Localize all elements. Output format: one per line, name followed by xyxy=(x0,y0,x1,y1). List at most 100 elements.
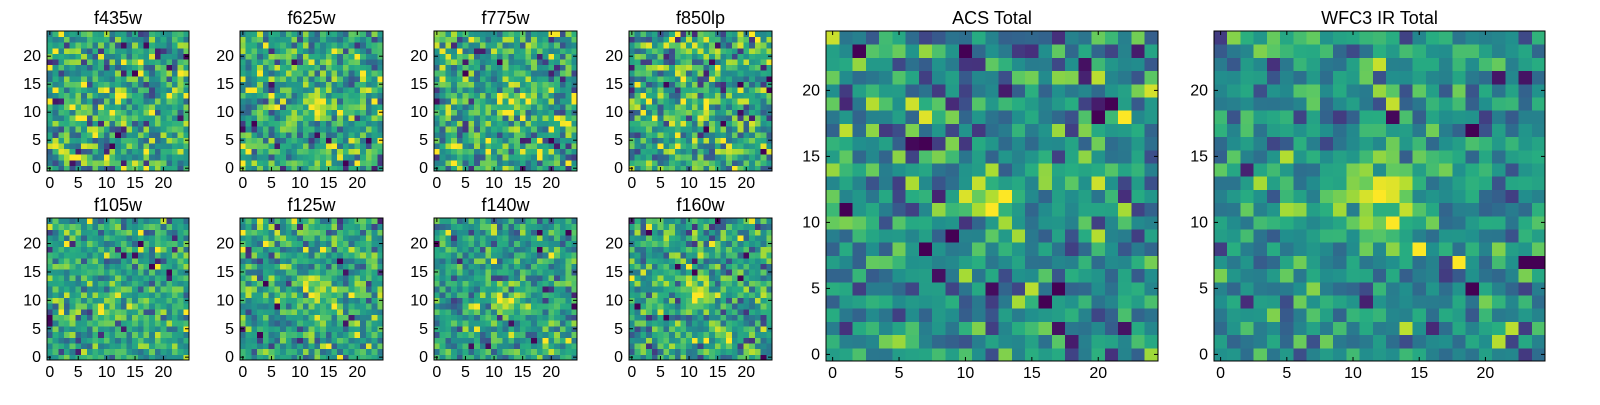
heatmap-cell xyxy=(732,65,738,71)
heatmap-cell xyxy=(297,93,303,99)
heatmap-cell xyxy=(548,320,554,326)
heatmap-cell xyxy=(172,42,178,48)
heatmap-cell xyxy=(251,303,257,309)
heatmap-cell xyxy=(98,93,104,99)
heatmap-cell xyxy=(360,149,366,155)
heatmap-cell xyxy=(104,48,110,54)
heatmap-cell xyxy=(246,149,252,155)
heatmap-cell xyxy=(468,343,474,349)
heatmap-cell xyxy=(47,42,53,48)
heatmap-cell xyxy=(286,241,292,247)
heatmap-cell xyxy=(445,37,451,43)
heatmap-cell xyxy=(58,48,64,54)
heatmap-cell xyxy=(320,126,326,132)
heatmap-cell xyxy=(115,263,121,269)
heatmap-cell xyxy=(703,93,709,99)
heatmap-cell xyxy=(715,126,721,132)
heatmap-cell xyxy=(87,292,93,298)
heatmap-cell xyxy=(497,31,503,37)
heatmap-cell xyxy=(732,154,738,160)
heatmap-cell xyxy=(87,37,93,43)
heatmap-cell xyxy=(349,298,355,304)
heatmap-cell xyxy=(491,126,497,132)
heatmap-cell xyxy=(257,286,263,292)
heatmap-cell xyxy=(531,292,537,298)
heatmap-cell xyxy=(1145,335,1159,349)
heatmap-cell xyxy=(1118,137,1132,151)
heatmap-cell xyxy=(1078,163,1092,177)
heatmap-cell xyxy=(999,44,1013,58)
heatmap-cell xyxy=(451,320,457,326)
heatmap-cell xyxy=(652,137,658,143)
heatmap-cell xyxy=(879,229,893,243)
heatmap-cell xyxy=(349,59,355,65)
heatmap-cell xyxy=(246,241,252,247)
heatmap-cell xyxy=(726,42,732,48)
heatmap-cell xyxy=(853,176,867,190)
heatmap-cell xyxy=(127,81,133,87)
heatmap-cell xyxy=(246,65,252,71)
heatmap-cell xyxy=(320,258,326,264)
heatmap-cell xyxy=(675,76,681,82)
heatmap-cell xyxy=(972,308,986,322)
heatmap-cell xyxy=(445,275,451,281)
heatmap-cell xyxy=(972,321,986,335)
heatmap-cell xyxy=(360,126,366,132)
heatmap-cell xyxy=(548,286,554,292)
heatmap-cell xyxy=(64,280,70,286)
heatmap-cell xyxy=(1131,189,1145,203)
heatmap-cell xyxy=(839,84,853,98)
heatmap-cell xyxy=(149,269,155,275)
heatmap-cell xyxy=(480,320,486,326)
heatmap-cell xyxy=(537,320,543,326)
heatmap-cell xyxy=(692,81,698,87)
heatmap-cell xyxy=(1078,282,1092,296)
heatmap-cell xyxy=(658,109,664,115)
heatmap-cell xyxy=(514,98,520,104)
heatmap-cell xyxy=(251,48,257,54)
heatmap-cell xyxy=(115,315,121,321)
heatmap-cell xyxy=(932,123,946,137)
heatmap-cell xyxy=(161,143,167,149)
heatmap-cell xyxy=(257,154,263,160)
heatmap-cell xyxy=(721,42,727,48)
heatmap-cell xyxy=(566,121,572,127)
heatmap-cell xyxy=(1065,295,1079,309)
heatmap-cell xyxy=(92,143,98,149)
heatmap-cell xyxy=(1065,242,1079,256)
heatmap-cell xyxy=(349,332,355,338)
heatmap-cell xyxy=(640,143,646,149)
heatmap-cell xyxy=(121,269,127,275)
heatmap-cell xyxy=(972,269,986,283)
heatmap-cell xyxy=(1012,150,1026,164)
heatmap-cell xyxy=(1078,216,1092,230)
heatmap-cell xyxy=(155,149,161,155)
heatmap-cell xyxy=(999,110,1013,124)
heatmap-cell xyxy=(303,258,309,264)
heatmap-cell xyxy=(127,115,133,121)
heatmap-cell xyxy=(468,298,474,304)
heatmap-cell xyxy=(508,349,514,355)
heatmap-cell xyxy=(946,216,960,230)
heatmap-cell xyxy=(166,229,172,235)
heatmap-cell xyxy=(274,48,280,54)
heatmap-cell xyxy=(537,275,543,281)
heatmap-cell xyxy=(53,275,59,281)
heatmap-cell xyxy=(652,109,658,115)
heatmap-cell xyxy=(919,335,933,349)
heatmap-cell xyxy=(314,70,320,76)
heatmap-cell xyxy=(985,216,999,230)
heatmap-cell xyxy=(468,337,474,343)
heatmap-cell xyxy=(640,42,646,48)
heatmap-cell xyxy=(1078,176,1092,190)
heatmap-cell xyxy=(503,65,509,71)
heatmap-cell xyxy=(172,241,178,247)
heatmap-cell xyxy=(451,143,457,149)
heatmap-cell xyxy=(485,326,491,332)
heatmap-cell xyxy=(104,349,110,355)
heatmap-cell xyxy=(999,242,1013,256)
heatmap-cell xyxy=(291,154,297,160)
heatmap-cell xyxy=(1092,123,1106,137)
heatmap-cell xyxy=(503,31,509,37)
heatmap-cell xyxy=(892,203,906,217)
